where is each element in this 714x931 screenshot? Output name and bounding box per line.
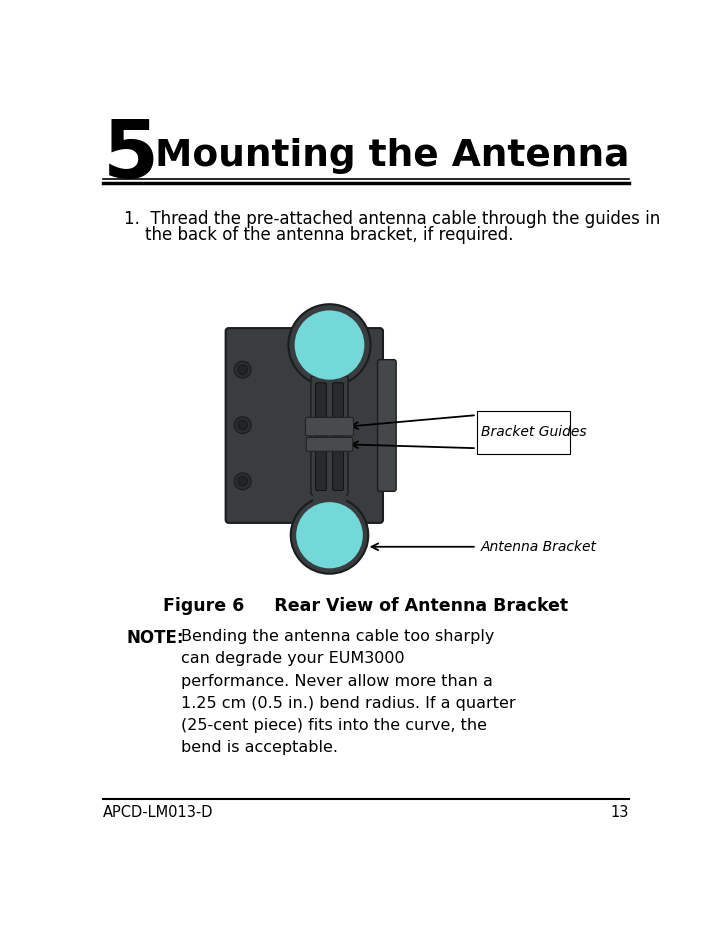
FancyBboxPatch shape [313, 489, 346, 539]
Circle shape [291, 497, 368, 573]
FancyBboxPatch shape [306, 438, 353, 452]
FancyBboxPatch shape [226, 328, 383, 523]
Circle shape [295, 310, 364, 380]
Circle shape [234, 417, 251, 434]
Text: NOTE:: NOTE: [126, 629, 184, 647]
Text: Figure 6     Rear View of Antenna Bracket: Figure 6 Rear View of Antenna Bracket [164, 597, 568, 614]
Text: Antenna Bracket: Antenna Bracket [481, 540, 597, 554]
Text: Mounting the Antenna: Mounting the Antenna [155, 139, 630, 174]
Text: 1.  Thread the pre-attached antenna cable through the guides in: 1. Thread the pre-attached antenna cable… [124, 210, 660, 228]
Text: the back of the antenna bracket, if required.: the back of the antenna bracket, if requ… [124, 225, 513, 244]
FancyBboxPatch shape [316, 383, 326, 491]
Circle shape [238, 477, 247, 486]
Circle shape [296, 502, 363, 568]
Circle shape [238, 421, 247, 430]
Text: 13: 13 [610, 805, 628, 820]
Text: APCD-LM013-D: APCD-LM013-D [104, 805, 213, 820]
Circle shape [288, 304, 371, 385]
Text: Bending the antenna cable too sharply
can degrade your EUM3000
performance. Neve: Bending the antenna cable too sharply ca… [181, 629, 516, 755]
Text: Bracket Guides: Bracket Guides [481, 425, 586, 439]
Circle shape [234, 361, 251, 378]
FancyBboxPatch shape [378, 359, 396, 492]
FancyBboxPatch shape [306, 417, 353, 436]
FancyBboxPatch shape [311, 376, 348, 495]
Text: 5: 5 [104, 117, 159, 196]
FancyBboxPatch shape [477, 412, 570, 453]
Circle shape [238, 365, 247, 374]
Circle shape [234, 473, 251, 490]
FancyBboxPatch shape [333, 383, 343, 491]
